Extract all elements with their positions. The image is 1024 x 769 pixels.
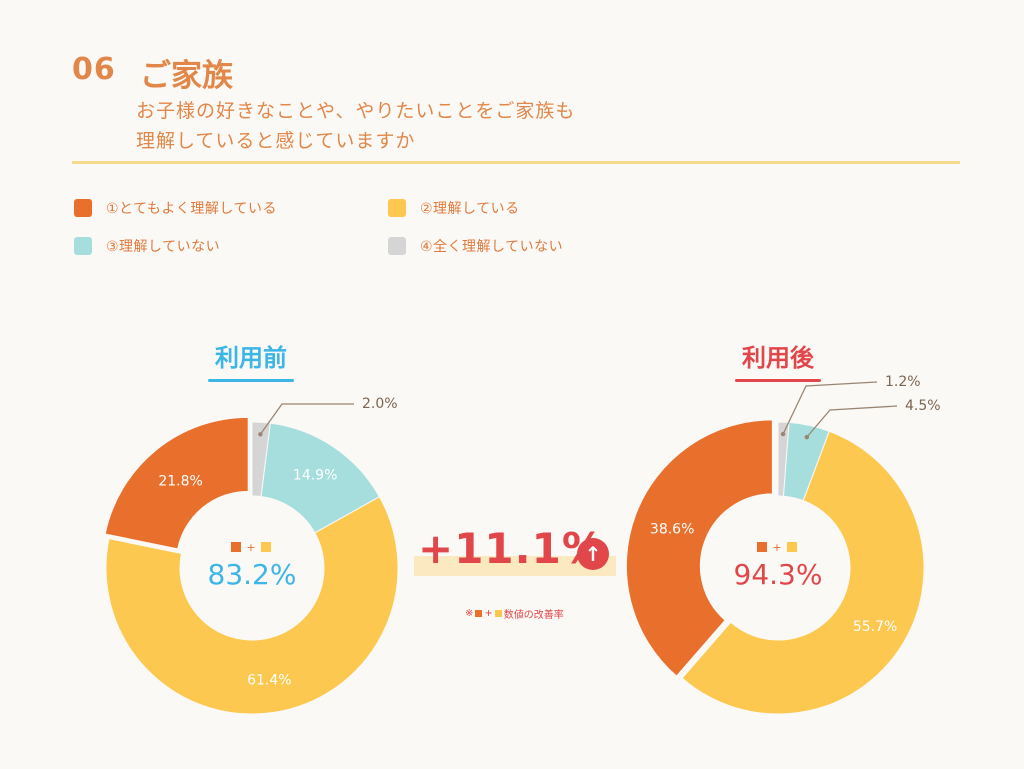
chart-1-slice-3 (782, 421, 830, 502)
legend-swatch-3 (74, 237, 92, 255)
note-swatch-1 (475, 610, 483, 617)
legend-label-2: ②理解している (420, 201, 520, 217)
chart-0-slice-3 (260, 422, 381, 534)
chart-0-center-swatch-2 (261, 542, 271, 552)
chart-1-slice-2 (681, 430, 925, 715)
question-line-2: 理解していると感じていますか (136, 130, 416, 152)
chart-1-label-1: 38.6% (650, 521, 694, 537)
chart-0-center-value: 83.2% (208, 558, 297, 591)
question-text: お子様の好きなことや、やりたいことをご家族も 理解していると感じていますか (136, 96, 696, 156)
chart-1-leader-3 (806, 405, 898, 438)
section-number: 06 (72, 52, 116, 87)
chart-0-label-3: 14.9% (293, 467, 337, 483)
chart-0-label-1: 21.8% (158, 473, 202, 489)
legend-item-2: ②理解している (388, 198, 520, 218)
legend-swatch-2 (388, 199, 406, 217)
chart-before-underline (208, 379, 294, 382)
legend-item-3: ③理解していない (74, 236, 220, 256)
chart-1-group: 38.6% 55.7% 1.2% 4.5% +94.3% (625, 374, 941, 715)
improvement-highlight (414, 556, 616, 576)
chart-0-leader-4 (259, 403, 354, 435)
legend-item-4: ④全く理解していない (388, 236, 563, 256)
chart-after-underline (735, 379, 821, 382)
section-title: ご家族 (140, 58, 233, 94)
chart-1-slice-4 (777, 421, 790, 497)
legend-label-1: ①とてもよく理解している (106, 201, 278, 217)
improvement-value: +11.1% (418, 524, 605, 573)
chart-1-leader-dot-3 (804, 434, 810, 440)
chart-1-slice-1 (625, 419, 773, 677)
note-swatch-2 (494, 610, 502, 617)
legend-swatch-1 (74, 199, 92, 217)
chart-before-title: 利用前 (215, 344, 287, 372)
chart-0-leader-dot-4 (258, 432, 263, 437)
chart-before-heading: 利用前 (191, 338, 311, 382)
chart-0-center-plus: + (246, 541, 255, 554)
chart-after-heading: 利用後 (718, 338, 838, 382)
chart-0-label-4: 2.0% (362, 396, 398, 412)
note-prefix: ※ (465, 608, 474, 619)
chart-0-slice-4 (251, 421, 271, 498)
chart-1-center-swatch-1 (757, 542, 767, 552)
arrow-up-icon: ↑ (577, 538, 609, 570)
chart-1-center-plus: + (772, 541, 781, 554)
chart-1-label-4: 1.2% (885, 374, 921, 390)
legend-label-3: ③理解していない (106, 239, 221, 255)
chart-1-center-swatch-2 (787, 542, 797, 552)
chart-0-label-2: 61.4% (247, 673, 291, 689)
chart-1-label-3: 4.5% (905, 398, 941, 414)
chart-0-group: 21.8% 61.4% 14.9% 2.0% +83.2% (104, 396, 399, 715)
legend-swatch-4 (388, 237, 406, 255)
legend-label-4: ④全く理解していない (420, 239, 564, 255)
improvement-note: ※ + 数値の改善率 (465, 606, 564, 621)
chart-0-slice-1 (104, 416, 249, 550)
question-line-1: お子様の好きなことや、やりたいことをご家族も (136, 100, 576, 122)
chart-1-leader-4 (782, 381, 878, 435)
chart-1-leader-dot-4 (780, 431, 786, 437)
chart-0-slice-2 (105, 496, 399, 715)
chart-1-center-value: 94.3% (734, 558, 823, 591)
chart-1-label-2: 55.7% (853, 619, 897, 635)
chart-after-title: 利用後 (742, 344, 814, 372)
note-text: 数値の改善率 (503, 610, 564, 621)
header-divider (72, 161, 960, 164)
note-plus: + (484, 608, 493, 619)
chart-0-center-swatch-1 (231, 542, 241, 552)
legend-item-1: ①とてもよく理解している (74, 198, 277, 218)
